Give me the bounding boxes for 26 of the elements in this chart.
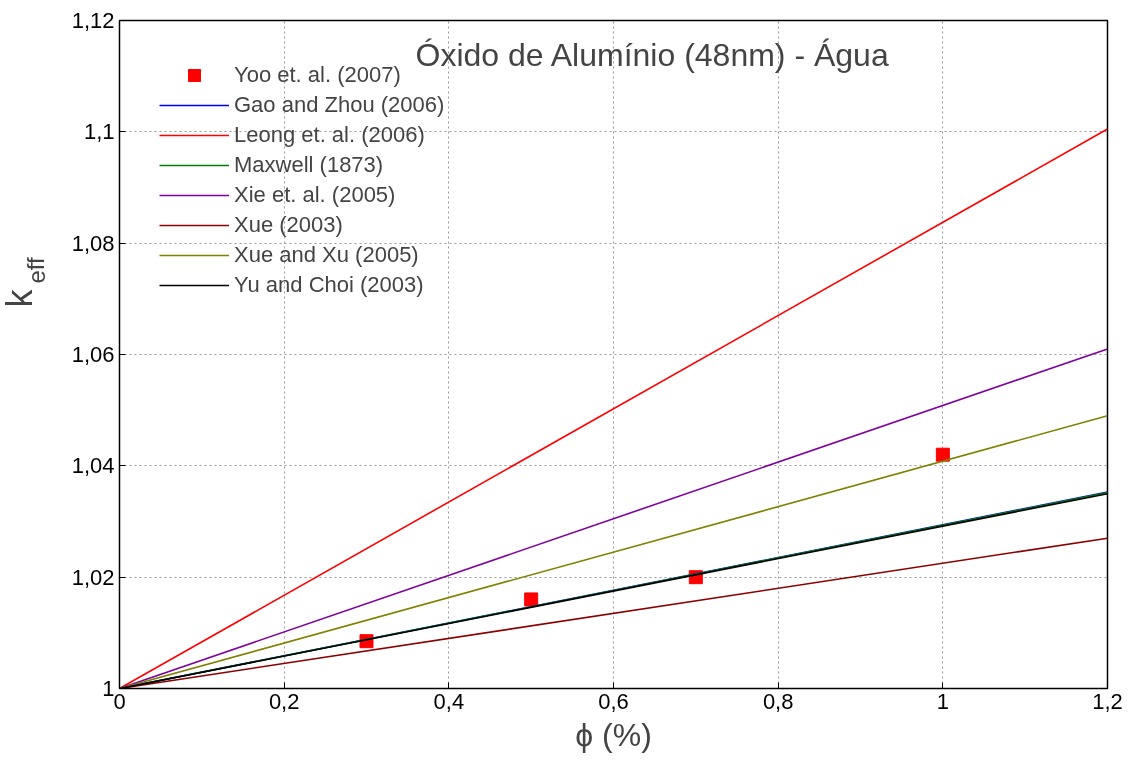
y-tick-label: 1,08 <box>71 230 115 256</box>
y-tick-label: 1,06 <box>71 342 115 367</box>
point <box>524 592 539 607</box>
x-axis-title: ϕ (%) <box>575 716 652 753</box>
y-tick-label: 1,04 <box>71 453 115 479</box>
x-tick-label: 0 <box>113 688 126 714</box>
x-tick-label: 0,6 <box>598 688 629 714</box>
text: Óxido de Alumínio (48nm) - Água <box>415 36 889 73</box>
y-tick-label: 1,1 <box>83 119 115 145</box>
x-tick-label: 1 <box>936 688 949 714</box>
x-tick-label: 0,2 <box>268 688 300 714</box>
x-tick-label: 0,4 <box>433 688 465 714</box>
legend-label: Leong et. al. (2006) <box>234 121 425 149</box>
legend-label: Yu and Choi (2003) <box>234 271 424 299</box>
legend-label: Yoo et. al. (2007) <box>234 61 401 89</box>
x-tick-label: 1,2 <box>1092 688 1123 714</box>
point <box>935 447 950 462</box>
legend-label: Xue and Xu (2005) <box>234 241 419 269</box>
legend-label: Maxwell (1873) <box>234 151 384 179</box>
y-tick-label: 1,02 <box>71 564 115 590</box>
legend-label: Xue (2003) <box>234 211 343 239</box>
y-tick-label: 1,12 <box>71 8 115 33</box>
legend-label: Gao and Zhou (2006) <box>234 91 445 119</box>
legend-label: Xie et. al. (2005) <box>234 181 396 209</box>
y-axis-title: keff <box>0 257 50 308</box>
x-tick-label: 0,8 <box>762 688 794 714</box>
